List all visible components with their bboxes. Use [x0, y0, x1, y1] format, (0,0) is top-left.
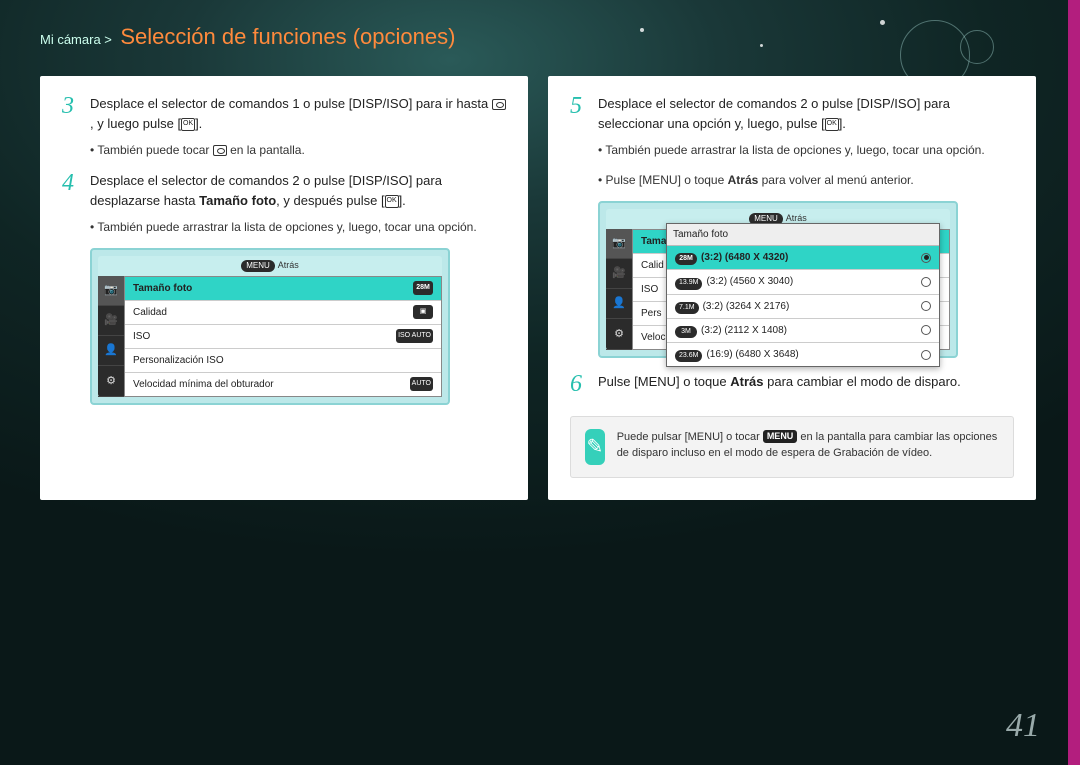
step-3: 3 Desplace el selector de comandos 1 o p…: [62, 94, 506, 133]
step-6: 6 Pulse [MENU] o toque Atrás para cambia…: [570, 372, 1014, 396]
photo-size-option[interactable]: 28M(3:2) (6480 X 4320): [667, 246, 939, 270]
camera-lcd-2: MENUAtrás 📷 🎥 👤 ⚙ TamaCalidISOPersVeloc …: [598, 201, 958, 358]
lcd-topbar: MENUAtrás: [98, 256, 442, 276]
lcd-tab-video[interactable]: 🎥: [606, 259, 632, 289]
photo-size-option[interactable]: 23.6M(16:9) (6480 X 3648): [667, 343, 939, 366]
disp-iso-key: DISP/ISO: [860, 96, 916, 111]
step-4-bullet: También puede arrastrar la lista de opci…: [90, 218, 506, 236]
page-header: Mi cámara > Selección de funciones (opci…: [0, 0, 1080, 60]
step-text: Desplace el selector de comandos 2 o pul…: [598, 96, 860, 111]
photo-size-popup: Tamaño foto 28M(3:2) (6480 X 4320)13.9M(…: [666, 223, 940, 367]
lcd-tab-settings[interactable]: ⚙: [606, 319, 632, 349]
lcd-sidebar: 📷 🎥 👤 ⚙: [98, 276, 124, 397]
step-text: ].: [839, 116, 846, 131]
page-title: Selección de funciones (opciones): [120, 24, 455, 49]
left-column: 3 Desplace el selector de comandos 1 o p…: [40, 76, 528, 500]
lcd-tab-settings[interactable]: ⚙: [98, 366, 124, 396]
lcd-menu-row[interactable]: Personalización ISO: [125, 349, 441, 373]
step-text: Pulse [: [598, 374, 638, 389]
note-box: ✎ Puede pulsar [MENU] o tocar MENU en la…: [570, 416, 1014, 478]
camera-icon: [213, 145, 227, 156]
popup-title: Tamaño foto: [667, 224, 939, 246]
photo-size-option[interactable]: 7.1M(3:2) (3264 X 2176): [667, 295, 939, 319]
photo-size-option[interactable]: 13.9M(3:2) (4560 X 3040): [667, 270, 939, 294]
page-number: 41: [1006, 707, 1040, 745]
step-text: , y después pulse [: [276, 193, 384, 208]
step-5: 5 Desplace el selector de comandos 2 o p…: [570, 94, 1014, 133]
step-number: 6: [570, 372, 588, 396]
step-5-bullet-1: También puede arrastrar la lista de opci…: [598, 141, 1014, 159]
ok-key: OK: [825, 118, 839, 131]
breadcrumb: Mi cámara >: [40, 32, 112, 47]
menu-key: MENU: [638, 374, 676, 389]
lcd-tab-camera[interactable]: 📷: [606, 229, 632, 259]
right-column: 5 Desplace el selector de comandos 2 o p…: [548, 76, 1036, 500]
step-5-bullet-2: Pulse [MENU] o toque Atrás para volver a…: [598, 171, 1014, 189]
lcd-tab-video[interactable]: 🎥: [98, 306, 124, 336]
menu-key: MENU: [688, 431, 720, 443]
lcd-sidebar: 📷 🎥 👤 ⚙: [606, 229, 632, 350]
camera-lcd-1: MENUAtrás 📷 🎥 👤 ⚙ Tamaño foto28MCalidad▣…: [90, 248, 450, 405]
step-text: Desplace el selector de comandos 2 o pul…: [90, 173, 352, 188]
step-text: Desplace el selector de comandos 1 o pul…: [90, 96, 352, 111]
photo-size-option[interactable]: 3M(3:2) (2112 X 1408): [667, 319, 939, 343]
step-text: ].: [195, 116, 202, 131]
note-text: Puede pulsar [MENU] o tocar MENU en la p…: [617, 429, 999, 462]
disp-iso-key: DISP/ISO: [352, 173, 408, 188]
lcd-tab-camera[interactable]: 📷: [98, 276, 124, 306]
step-text: ] para ir hasta: [409, 96, 492, 111]
step-number: 4: [62, 171, 80, 210]
step-text: , y luego pulse [: [90, 116, 181, 131]
lcd-back-label: Atrás: [278, 260, 299, 270]
camera-icon: [492, 99, 506, 110]
ok-key: OK: [181, 118, 195, 131]
lcd-menu-row[interactable]: Calidad▣: [125, 301, 441, 325]
ok-key: OK: [385, 195, 399, 208]
step-3-bullet: También puede tocar en la pantalla.: [90, 141, 506, 159]
step-text: ].: [399, 193, 406, 208]
step-bold: Atrás: [730, 374, 763, 389]
step-text: para cambiar el modo de disparo.: [764, 374, 961, 389]
lcd-back-label: Atrás: [786, 213, 807, 223]
menu-keycap: MENU: [763, 430, 798, 443]
lcd-tab-user[interactable]: 👤: [606, 289, 632, 319]
lcd-menu-row[interactable]: Velocidad mínima del obturadorAUTO: [125, 373, 441, 396]
step-number: 5: [570, 94, 588, 133]
step-4: 4 Desplace el selector de comandos 2 o p…: [62, 171, 506, 210]
menu-chip: MENU: [241, 260, 275, 272]
disp-iso-key: DISP/ISO: [352, 96, 408, 111]
step-bold: Tamaño foto: [199, 193, 276, 208]
step-number: 3: [62, 94, 80, 133]
lcd-menu-list: Tamaño foto28MCalidad▣ISOISO AUTOPersona…: [124, 276, 442, 397]
lcd-tab-user[interactable]: 👤: [98, 336, 124, 366]
pen-icon: ✎: [585, 429, 605, 465]
step-text: ] o toque: [676, 374, 730, 389]
lcd-menu-row[interactable]: ISOISO AUTO: [125, 325, 441, 349]
lcd-menu-row[interactable]: Tamaño foto28M: [125, 277, 441, 301]
